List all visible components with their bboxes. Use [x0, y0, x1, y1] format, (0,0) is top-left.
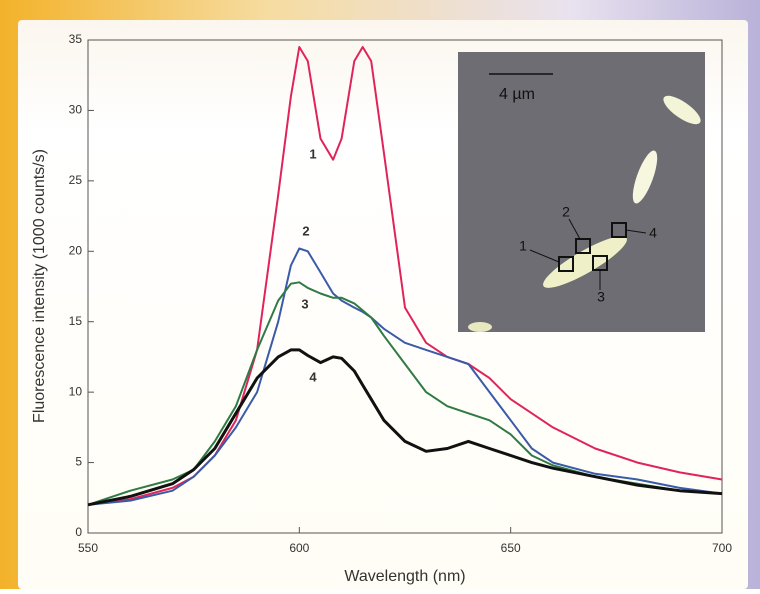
inset-leader: [625, 229, 647, 234]
inset: [458, 52, 705, 332]
inset-leader: [529, 249, 560, 263]
crystal: [468, 322, 492, 332]
x-tick-label: 600: [289, 541, 309, 555]
curve-label: 2: [302, 223, 309, 238]
y-tick-label: 5: [75, 455, 82, 469]
y-tick-label: 20: [69, 243, 83, 257]
inset-leader: [568, 218, 581, 240]
x-tick-label: 650: [501, 541, 521, 555]
x-tick-label: 550: [78, 541, 98, 555]
y-tick-label: 0: [75, 525, 82, 539]
y-tick-label: 30: [69, 103, 83, 117]
inset-marker-label: 2: [562, 204, 570, 220]
y-axis-label: Fluorescence intensity (1000 counts/s): [31, 149, 48, 423]
curve-label: 1: [309, 146, 316, 161]
plot-frame: [87, 39, 723, 534]
inset-marker: [558, 256, 574, 272]
y-tick-label: 15: [69, 314, 83, 328]
curve-label: 3: [301, 296, 308, 311]
inset-marker: [575, 238, 591, 254]
inset-marker-label: 3: [597, 289, 605, 305]
crystal: [632, 150, 658, 204]
curve-label: 4: [309, 369, 317, 384]
x-tick-label: 700: [712, 541, 732, 555]
series-line: [87, 348, 723, 507]
y-tick-label: 35: [69, 32, 83, 46]
inset-marker-label: 4: [649, 225, 657, 241]
series-line: [87, 281, 723, 506]
series-line: [87, 46, 723, 506]
inset-marker-label: 1: [519, 238, 527, 254]
y-tick-label: 10: [69, 384, 83, 398]
scale-label: 4 µm: [499, 86, 535, 103]
series-line: [87, 247, 723, 506]
x-axis-label: Wavelength (nm): [344, 568, 465, 585]
crystal: [543, 236, 627, 288]
crystal: [663, 95, 701, 125]
y-tick-label: 25: [69, 173, 83, 187]
inset-image: [458, 52, 705, 332]
